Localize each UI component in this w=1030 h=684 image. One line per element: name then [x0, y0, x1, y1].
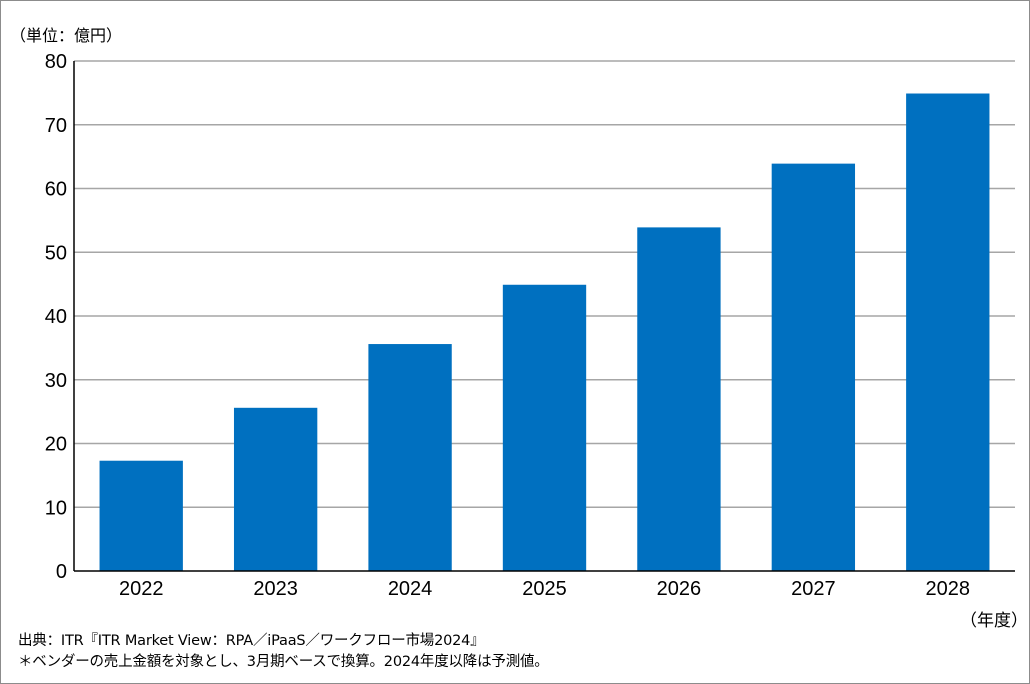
y-tick-labels: 0 10 20 30 40 50 60 70 80	[45, 51, 67, 583]
y-tick-label: 10	[45, 497, 67, 519]
remark-note: ＊ベンダーの売上金額を対象とし、3月期ベースで換算。2024年度以降は予測値。	[18, 654, 549, 670]
bar	[771, 163, 856, 571]
x-tick-label: 2027	[791, 578, 836, 600]
x-tick-label: 2025	[522, 578, 567, 600]
bar	[233, 407, 318, 571]
axes	[73, 61, 1015, 572]
x-tick-label: 2022	[119, 578, 164, 600]
bar	[368, 344, 452, 571]
x-tick-label: 2023	[253, 578, 298, 600]
x-tick-label: 2028	[926, 578, 971, 600]
bar	[637, 227, 721, 571]
y-tick-label: 0	[56, 561, 67, 583]
y-unit-label: （単位：億円）	[10, 26, 123, 45]
y-tick-label: 40	[45, 306, 67, 328]
source-note: 出典：ITR『ITR Market View：RPA／iPaaS／ワークフロー市…	[18, 633, 485, 649]
x-unit-label: （年度）	[960, 611, 1028, 631]
x-tick-label: 2026	[657, 578, 702, 600]
bars	[99, 93, 990, 571]
y-tick-label: 50	[45, 242, 67, 264]
bar	[99, 460, 183, 571]
y-tick-label: 30	[45, 370, 67, 392]
y-tick-label: 60	[45, 179, 67, 201]
y-tick-label: 20	[45, 434, 67, 456]
x-tick-labels: 2022 2023 2024 2025 2026 2027 2028	[119, 578, 970, 600]
y-tick-label: 70	[45, 115, 67, 137]
bar	[906, 93, 990, 571]
bar	[502, 284, 587, 571]
x-tick-label: 2024	[388, 578, 433, 600]
y-tick-label: 80	[45, 51, 67, 73]
